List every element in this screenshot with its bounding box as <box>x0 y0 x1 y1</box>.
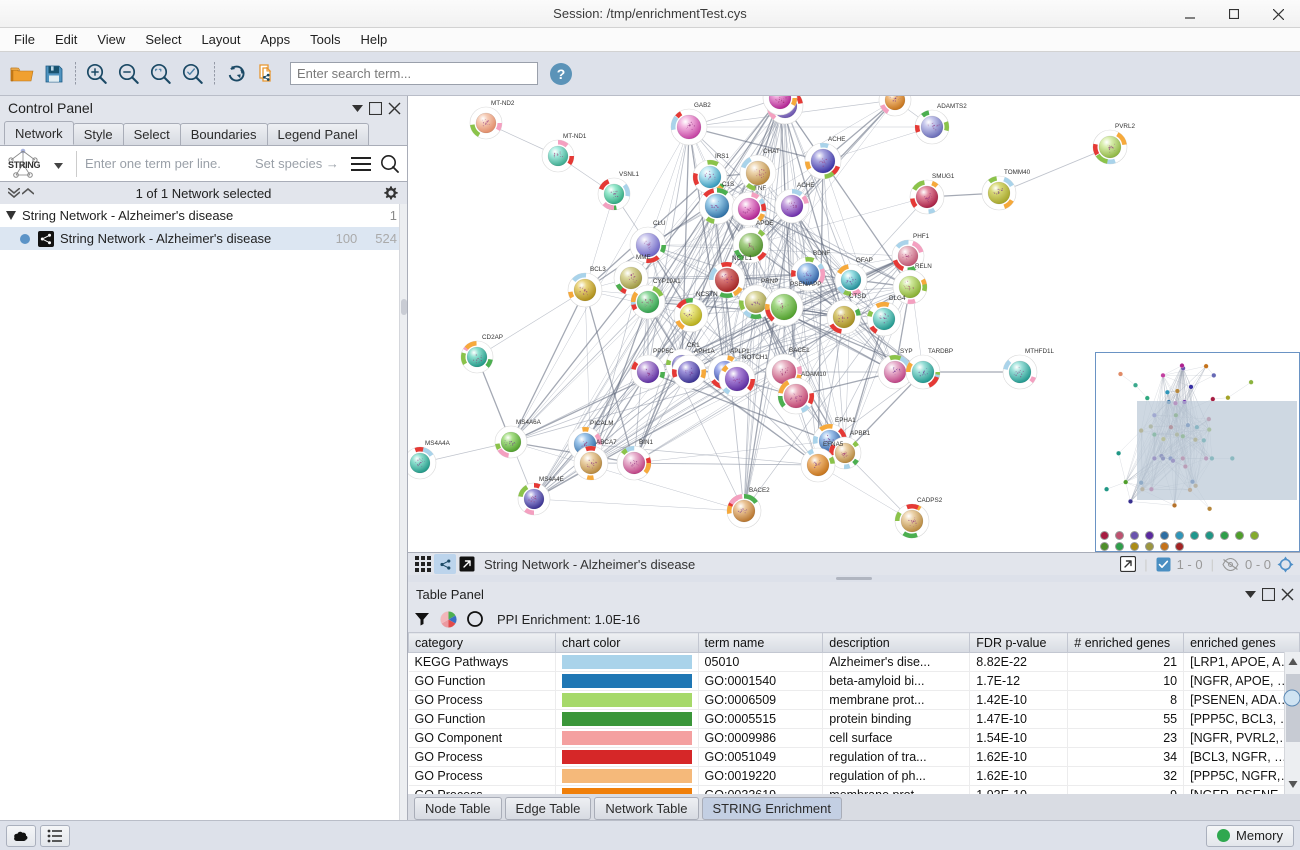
svg-text:CTSD: CTSD <box>849 293 867 300</box>
svg-text:C1S: C1S <box>722 181 734 188</box>
svg-text:ADAM10: ADAM10 <box>801 371 827 378</box>
svg-text:BACE1: BACE1 <box>789 347 810 354</box>
svg-text:CHAT: CHAT <box>763 148 780 155</box>
svg-text:GFAP: GFAP <box>856 257 873 264</box>
svg-text:PPP5C: PPP5C <box>653 348 674 355</box>
svg-text:CADPS2: CADPS2 <box>917 497 943 504</box>
svg-text:NCSTN: NCSTN <box>696 291 718 298</box>
svg-text:PHF1: PHF1 <box>913 233 930 240</box>
svg-text:APOE: APOE <box>756 220 774 227</box>
svg-text:?: ? <box>557 66 566 82</box>
svg-text:BACE2: BACE2 <box>749 487 770 494</box>
svg-text:EFNA5: EFNA5 <box>823 441 844 448</box>
svg-text:NCTL1: NCTL1 <box>732 255 752 262</box>
svg-text:TOMM40: TOMM40 <box>1004 169 1031 176</box>
svg-text:SMUG1: SMUG1 <box>932 173 955 180</box>
svg-text:MS4A6A: MS4A6A <box>516 419 542 426</box>
svg-text:ADAMTS2: ADAMTS2 <box>937 103 967 110</box>
svg-text:MT-ND2: MT-ND2 <box>491 100 515 107</box>
svg-text:ACHE: ACHE <box>828 136 846 143</box>
svg-text:BDNF: BDNF <box>813 250 830 257</box>
svg-text:SYP: SYP <box>900 348 913 355</box>
svg-text:NOTCH1: NOTCH1 <box>742 354 768 361</box>
svg-text:APBB1: APBB1 <box>850 430 871 437</box>
svg-text:MS4A4E: MS4A4E <box>539 476 564 483</box>
svg-text:MS4A4A: MS4A4A <box>425 440 451 447</box>
svg-text:MME: MME <box>636 254 651 261</box>
svg-text:VSNL1: VSNL1 <box>619 171 639 178</box>
svg-text:CYP19A1: CYP19A1 <box>653 278 681 285</box>
svg-text:ABCA7: ABCA7 <box>596 439 617 446</box>
svg-text:PVRL2: PVRL2 <box>1115 123 1135 130</box>
svg-text:APH1A: APH1A <box>694 348 715 355</box>
svg-text:PRNP: PRNP <box>761 278 779 285</box>
svg-text:GAB2: GAB2 <box>694 102 711 109</box>
svg-text:IRS1: IRS1 <box>715 153 729 160</box>
svg-text:CD2AP: CD2AP <box>482 334 503 341</box>
svg-text:EPHA1: EPHA1 <box>835 417 856 424</box>
svg-text:MT-ND1: MT-ND1 <box>563 133 587 140</box>
svg-text:ACHE: ACHE <box>797 182 815 189</box>
svg-text:TARDBP: TARDBP <box>928 348 953 355</box>
svg-text:TNF: TNF <box>754 185 766 192</box>
svg-text:DLG4: DLG4 <box>889 295 906 302</box>
svg-text:RELN: RELN <box>915 263 932 270</box>
svg-text:CLU: CLU <box>653 220 666 227</box>
svg-text:PICALM: PICALM <box>590 420 613 427</box>
svg-text:PSEN/APP: PSEN/APP <box>790 281 822 288</box>
svg-text:BCL3: BCL3 <box>590 266 606 273</box>
svg-text:MTHFD1L: MTHFD1L <box>1025 348 1055 355</box>
svg-text:BIN1: BIN1 <box>639 439 653 446</box>
